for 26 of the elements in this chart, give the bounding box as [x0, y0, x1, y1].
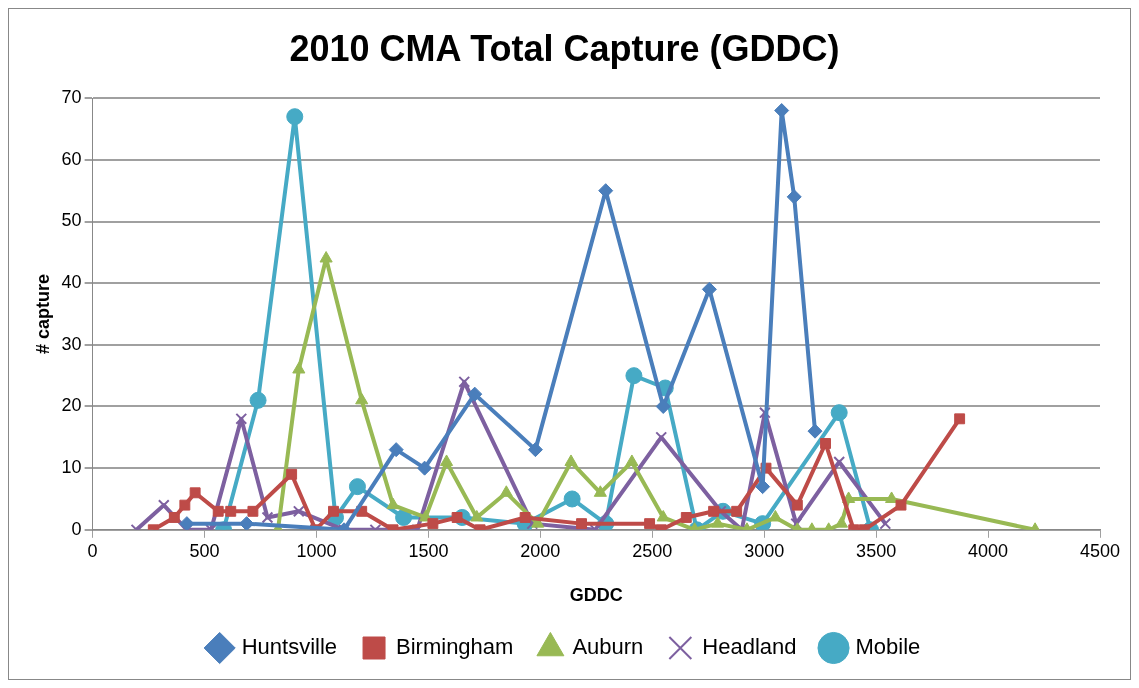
x-tick-label: 1500	[408, 540, 449, 561]
y-tick-label: 40	[61, 272, 82, 293]
y-tick-label: 60	[61, 148, 82, 169]
x-tick-label: 4000	[968, 540, 1009, 561]
y-tick-label: 50	[61, 210, 82, 231]
x-tick-label: 500	[189, 540, 220, 561]
legend-label: Headland	[702, 634, 797, 660]
chart-title: 2010 CMA Total Capture (GDDC)	[289, 27, 840, 69]
x-tick-label: 3500	[856, 540, 897, 561]
x-tick-label: 4500	[1079, 540, 1121, 561]
y-tick-label: 0	[71, 518, 82, 539]
x-axis-title: GDDC	[569, 585, 623, 606]
y-tick-label: 70	[61, 87, 82, 108]
y-axis-title: # capture	[32, 273, 53, 355]
legend-label: Mobile	[855, 634, 921, 660]
x-tick-label: 3000	[744, 540, 785, 561]
y-tick-label: 10	[61, 457, 82, 478]
x-tick-label: 0	[87, 540, 98, 561]
x-tick-label: 1000	[296, 540, 337, 561]
x-tick-label: 2000	[520, 540, 561, 561]
legend-label: Huntsville	[241, 634, 338, 660]
legend-label: Birmingham	[396, 634, 514, 660]
x-tick-label: 2500	[632, 540, 673, 561]
legend-label: Auburn	[572, 634, 644, 660]
y-tick-label: 30	[61, 333, 82, 354]
y-tick-label: 20	[61, 395, 82, 416]
